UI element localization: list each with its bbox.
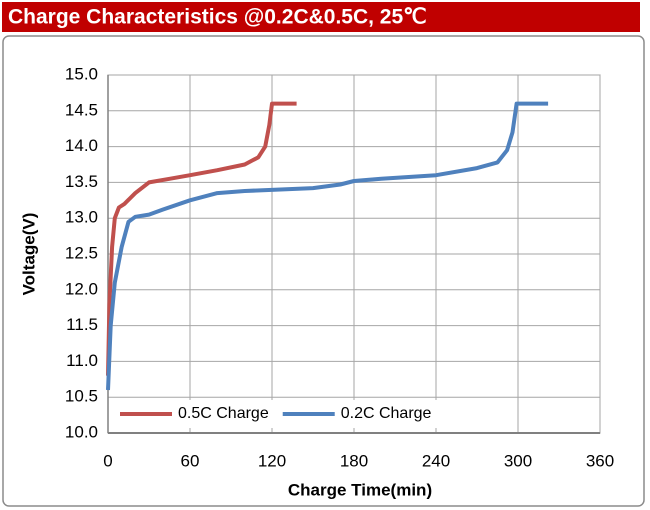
chart-title: Charge Characteristics @0.2C&0.5C, 25℃ [8,6,427,29]
y-tick-label: 11.0 [66,351,98,370]
x-tick-label: 0 [103,451,112,470]
series-line [106,101,549,391]
y-tick-label: 14.0 [65,136,98,155]
y-tick-label: 11.5 [66,315,98,334]
y-tick-label: 13.5 [65,172,98,191]
x-tick-label: 240 [422,451,450,470]
y-tick-label: 10.0 [65,422,98,441]
y-tick-label: 12.5 [65,243,98,262]
x-tick-label: 180 [340,451,368,470]
title-banner [2,2,640,32]
x-tick-label: 60 [181,451,200,470]
x-tick-label: 120 [258,451,286,470]
x-tick-label: 300 [504,451,532,470]
legend-label: 0.2C Charge [341,405,432,422]
y-tick-label: 12.0 [65,279,98,298]
legend: 0.5C Charge 0.2C Charge [112,400,474,428]
y-tick-label: 15.0 [65,64,98,83]
y-axis-title: Voltage(V) [19,213,38,296]
x-axis-title: Charge Time(min) [288,480,432,499]
y-tick-label: 10.5 [65,387,98,406]
series-line [106,101,297,376]
y-tick-label: 14.5 [65,100,98,119]
legend-label: 0.5C Charge [178,405,269,422]
x-tick-label: 360 [586,451,614,470]
y-tick-label: 13.0 [65,208,98,227]
